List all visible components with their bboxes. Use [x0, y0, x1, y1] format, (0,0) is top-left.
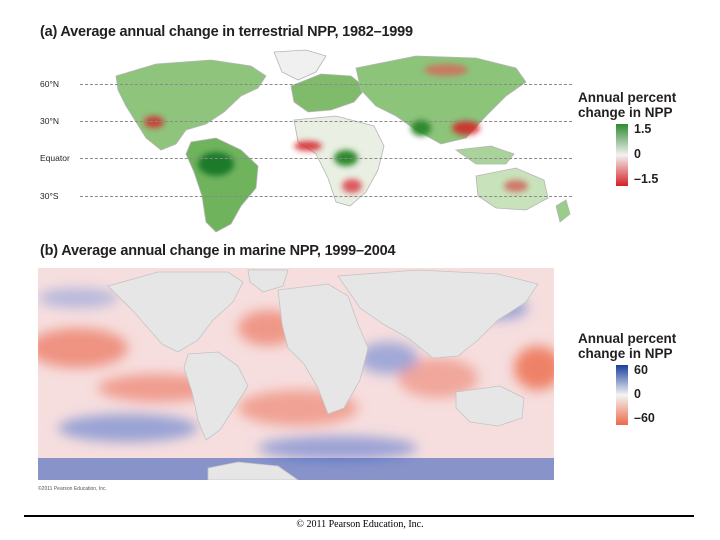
footer-divider [24, 515, 694, 517]
hotspot-southern-africa [342, 179, 362, 193]
legend-a-title-line1: Annual percent [578, 90, 677, 105]
legend-b-title-line2: change in NPP [578, 346, 673, 361]
footer-copyright: © 2011 Pearson Education, Inc. [296, 519, 424, 530]
legend-a-min: –1.5 [634, 172, 659, 186]
figure-copyright: ©2011 Pearson Education, Inc. [38, 486, 107, 492]
land-europe [290, 73, 367, 113]
legend-marine: Annual percent change in NPP 60 0 –60 [578, 331, 718, 425]
legend-b-min: –60 [634, 411, 655, 425]
land-south-america-b [183, 351, 249, 441]
ocean-pattern-1 [38, 328, 128, 368]
lat-line-equator [80, 158, 572, 159]
legend-b-mid: 0 [634, 387, 641, 401]
lat-line-30s [80, 196, 572, 197]
land-north-america [115, 59, 267, 151]
ocean-pattern-9 [358, 342, 418, 374]
legend-a-title-line2: change in NPP [578, 105, 673, 120]
legend-a-mid: 0 [634, 147, 641, 161]
ocean-pattern-3 [58, 414, 198, 442]
land-europe-africa-b [277, 283, 369, 415]
lat-label-30n: 30°N [40, 116, 59, 126]
legend-a-color-bar [616, 124, 628, 186]
land-south-america [185, 137, 259, 233]
panel-a-title: (a) Average annual change in terrestrial… [40, 24, 413, 40]
land-new-zealand [555, 199, 571, 223]
lat-label-equator: Equator [40, 153, 70, 163]
hotspot-india [411, 120, 431, 136]
hotspot-us-south [144, 116, 164, 128]
legend-b-max: 60 [634, 363, 648, 377]
panel-b-title: (b) Average annual change in marine NPP,… [40, 243, 396, 259]
legend-terrestrial: Annual percent change in NPP 1.5 0 –1.5 [578, 90, 718, 186]
land-greenland [273, 49, 327, 81]
land-indonesia [454, 145, 515, 165]
hotspot-china [452, 121, 480, 135]
lat-label-30s: 30°S [40, 191, 59, 201]
marine-npp-map [38, 268, 554, 480]
hotspot-amazon [198, 152, 234, 176]
legend-b-title-line1: Annual percent [578, 331, 677, 346]
land-asia-b [337, 269, 539, 359]
southern-ocean-band [38, 458, 554, 480]
land-antarctica-b [207, 461, 299, 480]
ocean-pattern-8 [258, 436, 418, 460]
ocean-pattern-6 [398, 358, 478, 398]
land-australia-b [455, 385, 525, 427]
land-north-america-b [107, 271, 244, 353]
lat-label-60n: 60°N [40, 79, 59, 89]
hotspot-australia [504, 180, 528, 192]
hotspot-sahel [294, 141, 322, 151]
land-greenland-b [247, 269, 289, 293]
ocean-pattern-7 [514, 346, 554, 390]
hotspot-siberia [424, 64, 468, 76]
lat-line-60n [80, 84, 572, 85]
legend-a-max: 1.5 [634, 122, 652, 136]
ocean-pattern-11 [38, 288, 118, 308]
legend-b-color-bar [616, 365, 628, 425]
terrestrial-npp-map [115, 49, 571, 233]
lat-line-30n [80, 121, 572, 122]
